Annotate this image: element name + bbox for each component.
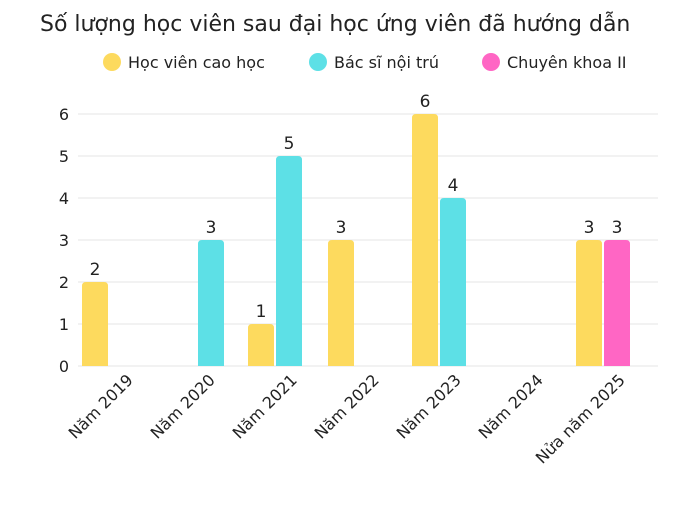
legend-label: Học viên cao học bbox=[128, 53, 265, 72]
bar bbox=[440, 198, 466, 366]
data-label: 6 bbox=[420, 92, 431, 112]
legend-swatch bbox=[309, 53, 327, 71]
x-tick-label: Năm 2021 bbox=[229, 370, 301, 442]
data-label: 4 bbox=[448, 176, 459, 196]
bar bbox=[328, 240, 354, 366]
x-tick-label: Nửa năm 2025 bbox=[532, 370, 629, 467]
bar bbox=[82, 282, 108, 366]
x-tick-label: Năm 2024 bbox=[475, 370, 547, 442]
bars bbox=[82, 114, 630, 366]
y-tick-label: 1 bbox=[59, 315, 69, 334]
data-label: 3 bbox=[336, 218, 347, 238]
x-tick-label: Năm 2020 bbox=[147, 370, 219, 442]
grid bbox=[78, 113, 658, 367]
x-axis-labels: Năm 2019 Năm 2020 Năm 2021 Năm 2022 Năm 2023… bbox=[65, 370, 629, 467]
x-tick-label: Năm 2023 bbox=[393, 370, 465, 442]
legend-label: Bác sĩ nội trú bbox=[334, 53, 439, 72]
x-tick-label: Năm 2019 bbox=[65, 370, 137, 442]
bar bbox=[248, 324, 274, 366]
data-label: 2 bbox=[90, 260, 101, 280]
y-tick-label: 4 bbox=[59, 189, 69, 208]
data-label: 3 bbox=[612, 218, 623, 238]
legend-swatch bbox=[103, 53, 121, 71]
data-label: 3 bbox=[584, 218, 595, 238]
data-label: 3 bbox=[206, 218, 217, 238]
legend-swatch bbox=[482, 53, 500, 71]
bar bbox=[276, 156, 302, 366]
y-tick-label: 2 bbox=[59, 273, 69, 292]
chart-title: Số lượng học viên sau đại học ứng viên đ… bbox=[40, 11, 630, 37]
bar bbox=[576, 240, 602, 366]
legend-label: Chuyên khoa II bbox=[507, 53, 627, 72]
bar bbox=[604, 240, 630, 366]
legend: Học viên cao học Bác sĩ nội trú Chuyên kho… bbox=[103, 53, 627, 72]
y-tick-label: 6 bbox=[59, 105, 69, 124]
x-tick-label: Năm 2022 bbox=[311, 370, 383, 442]
y-tick-label: 3 bbox=[59, 231, 69, 250]
bar bbox=[198, 240, 224, 366]
bar bbox=[412, 114, 438, 366]
data-label: 5 bbox=[284, 134, 295, 154]
y-axis-ticks: 0 1 2 3 4 5 6 bbox=[59, 105, 69, 376]
y-tick-label: 0 bbox=[59, 357, 69, 376]
y-tick-label: 5 bbox=[59, 147, 69, 166]
data-label: 1 bbox=[256, 302, 267, 322]
